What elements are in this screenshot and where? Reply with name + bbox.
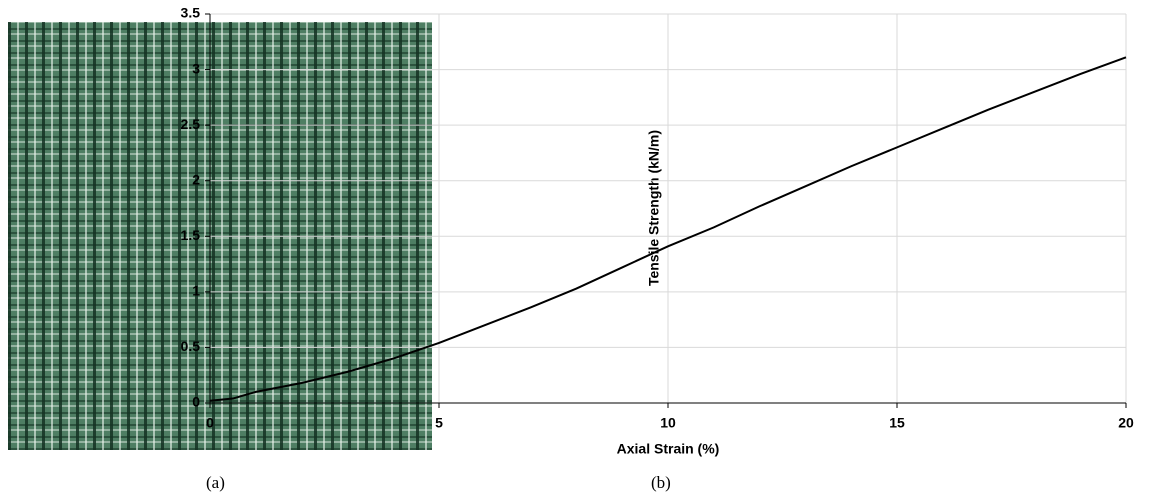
photo-caption: (a) (206, 473, 225, 492)
x-tick-label: 15 (889, 415, 905, 431)
chart-caption: (b) (651, 473, 671, 492)
y-tick-label: 0 (192, 394, 200, 410)
x-tick-label: 20 (1118, 415, 1134, 431)
x-tick-label: 0 (206, 415, 214, 431)
y-tick-label: 3 (192, 60, 200, 76)
y-tick-label: 1.5 (181, 227, 201, 243)
y-tick-label: 2 (192, 171, 200, 187)
y-axis-label: Tensile Strength (kN/m) (646, 130, 662, 286)
y-tick-label: 0.5 (181, 338, 201, 354)
chart: Axial Strain (%) Tensile Strength (kN/m)… (181, 5, 1134, 457)
line-series (209, 56, 1127, 402)
y-tick-label: 3.5 (181, 5, 201, 21)
y-tick-label: 2.5 (181, 116, 201, 132)
x-tick-label: 5 (435, 415, 443, 431)
y-tick-label: 1 (192, 283, 200, 299)
x-tick-label: 10 (660, 415, 676, 431)
x-axis-label: Axial Strain (%) (617, 441, 720, 457)
